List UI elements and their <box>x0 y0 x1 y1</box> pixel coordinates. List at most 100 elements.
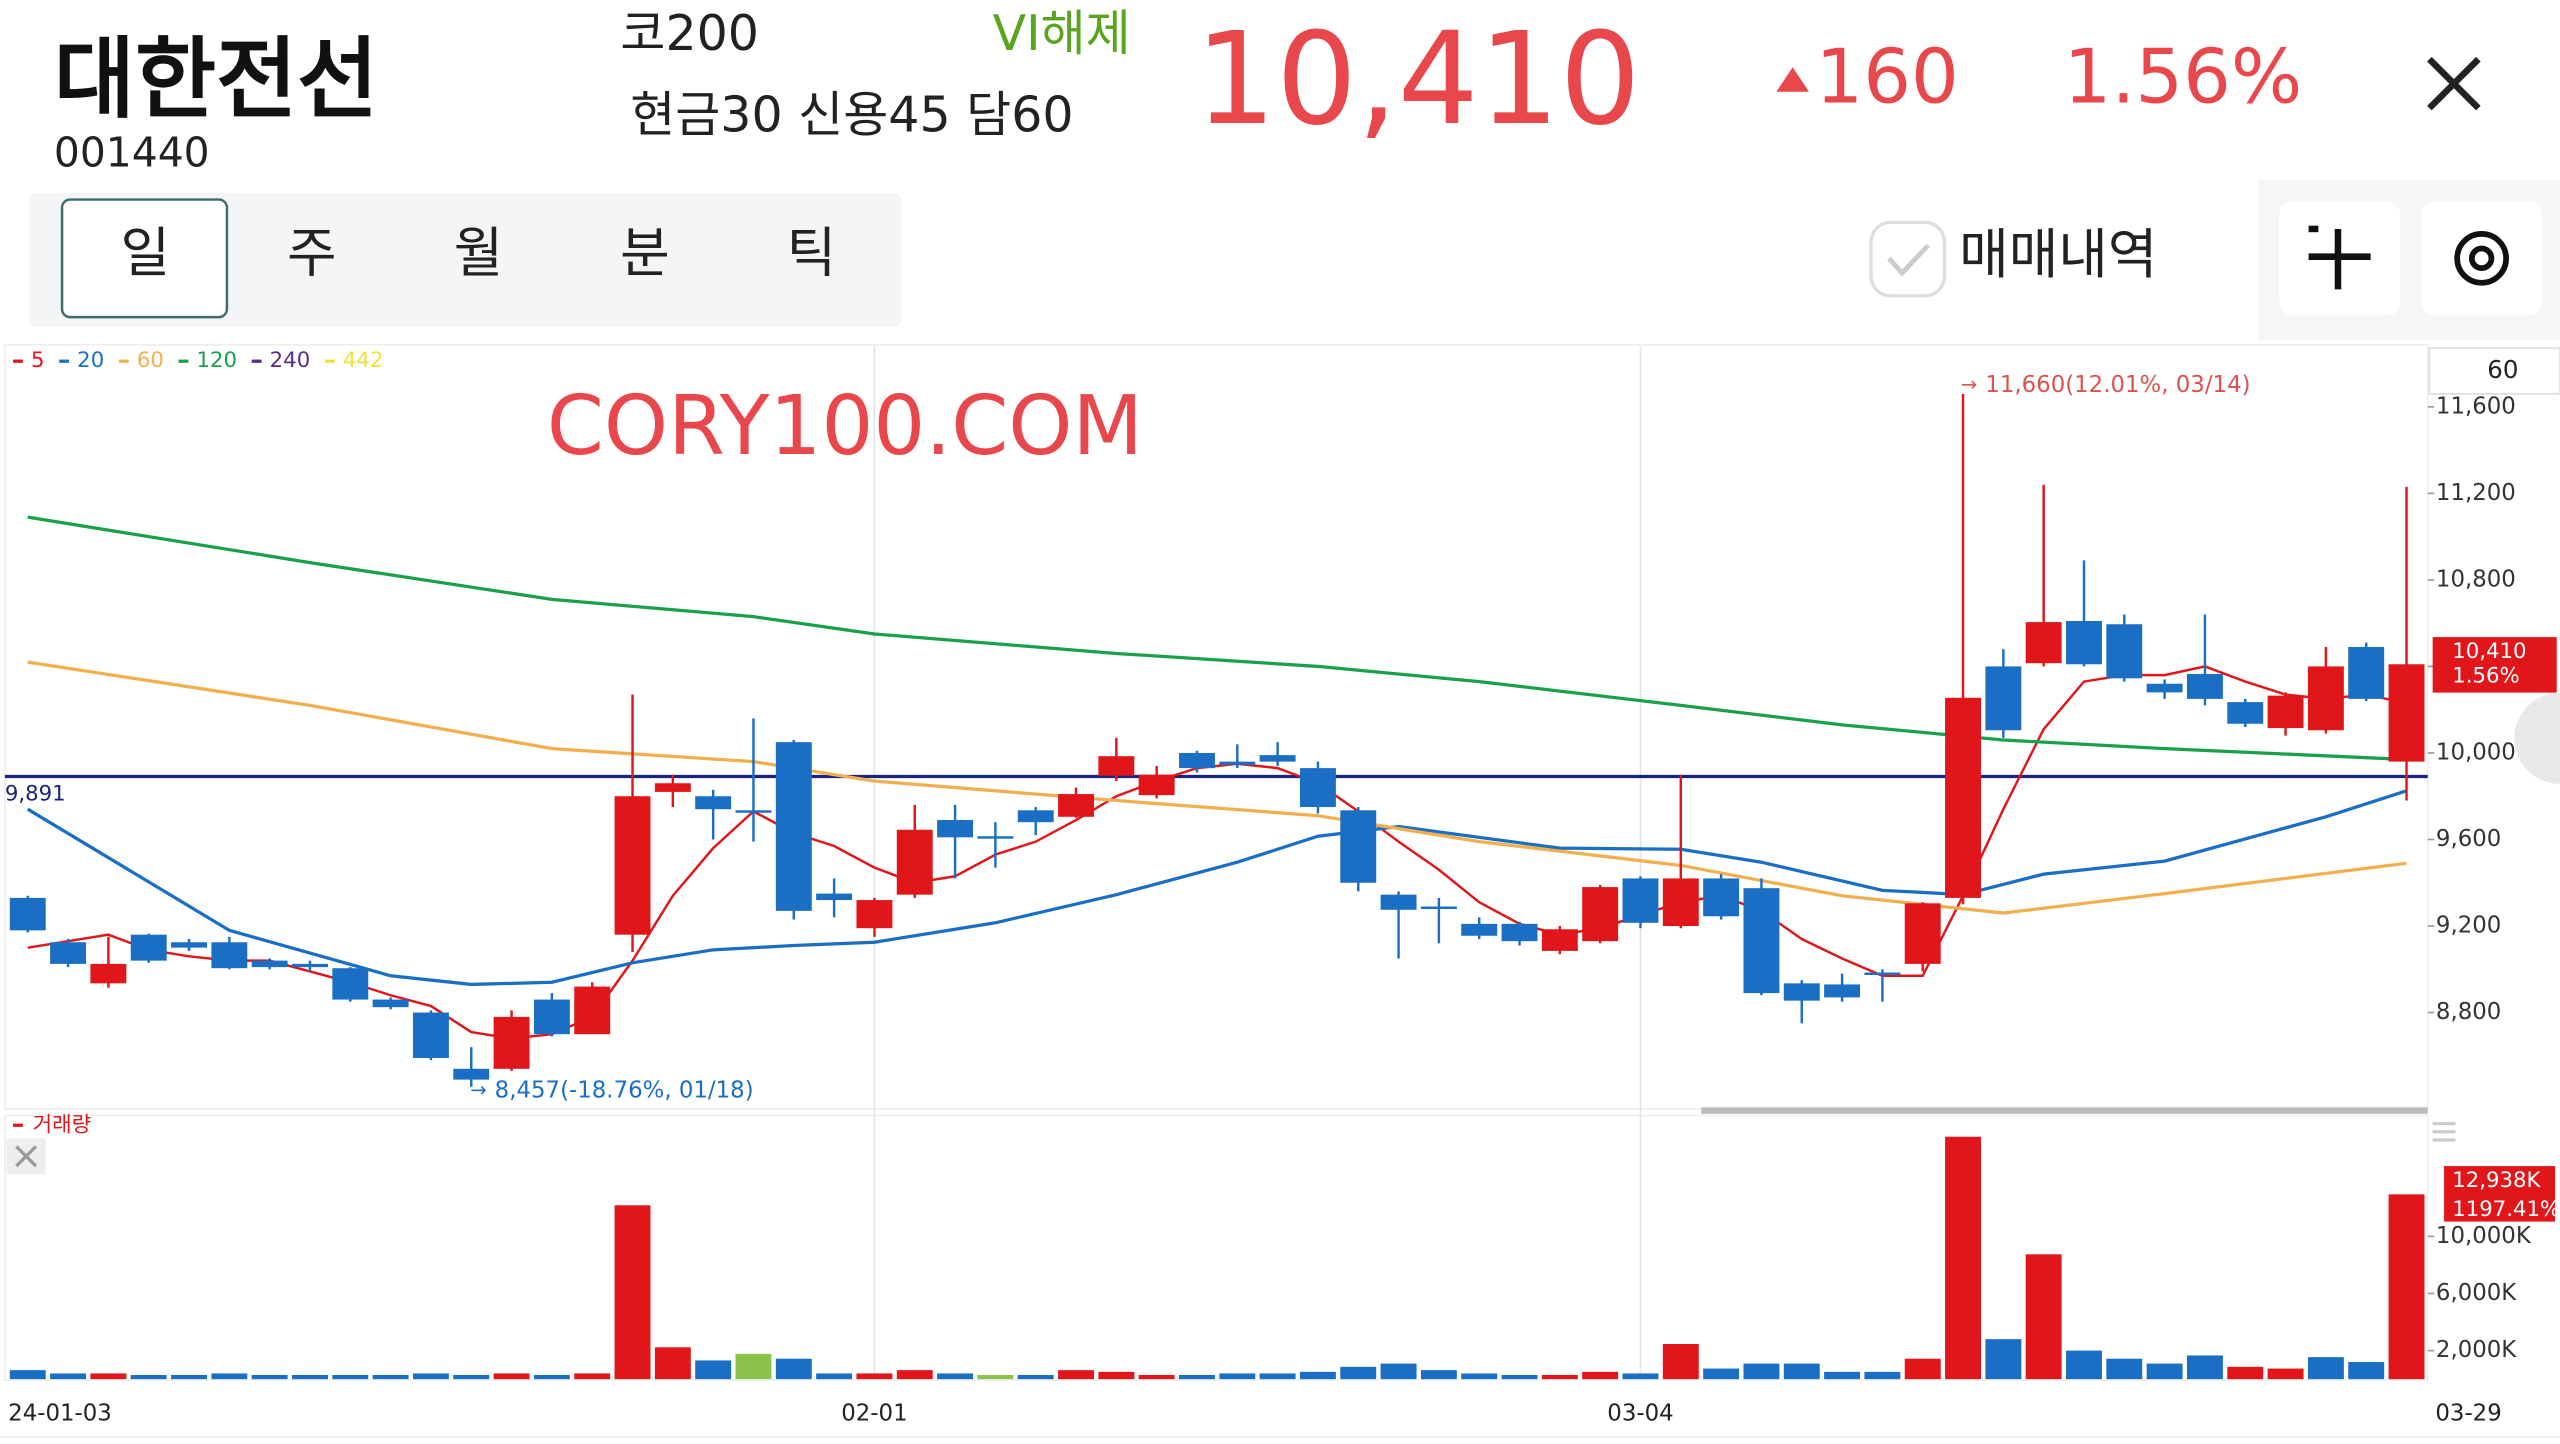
candle-body <box>372 999 409 1008</box>
volume-bar <box>977 1375 1014 1380</box>
stock-code: 001440 <box>54 128 210 176</box>
candle-body <box>251 960 288 968</box>
volume-bar <box>533 1375 570 1380</box>
volume-bar <box>1662 1344 1699 1380</box>
candle-body <box>2025 622 2062 664</box>
gear-icon <box>2454 230 2509 286</box>
volume-bar <box>130 1375 167 1380</box>
volume-bar <box>2146 1363 2183 1380</box>
side-handle[interactable] <box>2514 692 2560 785</box>
volume-tick-label: 6,000K <box>2436 1280 2517 1306</box>
volume-bar <box>372 1375 409 1380</box>
volume-bar <box>1743 1363 1780 1380</box>
price-box-value: 10,410 <box>2452 639 2526 664</box>
ma-line <box>27 515 2407 762</box>
volume-bar <box>856 1373 893 1380</box>
volume-bar <box>2307 1357 2344 1380</box>
candle-body <box>1179 752 1215 769</box>
tab[interactable]: 일 <box>121 221 171 284</box>
tab[interactable]: 분 <box>620 221 670 284</box>
candle-body <box>2388 664 2425 762</box>
candle-body <box>2146 683 2183 693</box>
volume-bar <box>1904 1358 1941 1380</box>
y-tick-label: 9,600 <box>2436 826 2501 852</box>
candle-body <box>1622 878 1659 923</box>
volume-bar <box>695 1360 732 1380</box>
candle-body <box>1138 774 1175 796</box>
close-button[interactable] <box>2427 56 2481 111</box>
candle-body <box>1420 906 1457 910</box>
volume-bar <box>1219 1373 1256 1380</box>
candle-body <box>2227 702 2264 724</box>
candle-body <box>1380 894 1417 910</box>
volume-box-pct: 1197.41% <box>2452 1197 2560 1222</box>
volume-tick-label: 2,000K <box>2436 1337 2517 1363</box>
ma-line <box>26 789 2408 987</box>
candle-body <box>1783 983 1820 1001</box>
volume-bar <box>292 1375 328 1380</box>
candle-body <box>2348 646 2385 699</box>
candle-body <box>1662 878 1699 927</box>
volume-bar <box>211 1373 248 1380</box>
checkbox-label: 매매내역 <box>1959 223 2157 286</box>
candle-body <box>2307 666 2344 731</box>
ma-line <box>27 660 2407 915</box>
candle-body <box>1864 972 1901 975</box>
candle-body <box>896 829 933 895</box>
candle-body <box>1299 768 1336 808</box>
legend-label: 120 <box>197 348 238 373</box>
price-box-pct: 1.56% <box>2452 663 2519 688</box>
volume-bar <box>574 1373 611 1380</box>
volume-bar <box>816 1373 853 1380</box>
volume-bar <box>2186 1355 2223 1380</box>
x-tick-label: 24-01-03 <box>8 1401 112 1427</box>
watermark: CORY100.COM <box>547 379 1143 474</box>
legend-label: 60 <box>137 348 164 373</box>
volume-bar <box>1259 1373 1296 1380</box>
stock-name: 대한전선 <box>54 28 378 131</box>
volume-bar <box>2267 1368 2304 1380</box>
candle-body <box>332 968 369 1000</box>
candle-body <box>614 796 651 935</box>
candle-body <box>1098 756 1135 776</box>
settings-button[interactable] <box>2421 201 2543 316</box>
candle-body <box>1703 878 1740 917</box>
volume-bar <box>1501 1375 1538 1380</box>
checkbox[interactable] <box>1869 220 1947 298</box>
volume-bar <box>2388 1194 2425 1380</box>
candle-body <box>574 986 611 1035</box>
volume-bar <box>1985 1339 2022 1380</box>
candle-body <box>412 1012 449 1058</box>
tab[interactable]: 월 <box>454 221 504 284</box>
tab[interactable]: 틱 <box>787 221 837 284</box>
candle-body <box>977 836 1014 839</box>
volume-bar <box>50 1373 87 1380</box>
volume-bar <box>1420 1370 1457 1380</box>
volume-bar <box>1945 1136 1981 1380</box>
candle-body <box>130 934 167 961</box>
volume-bar <box>1340 1366 1377 1380</box>
max-arrow: → <box>1961 373 1977 396</box>
candle-body <box>2186 674 2223 699</box>
vi-status: VI해제 <box>993 5 1131 62</box>
crosshair-icon <box>2308 225 2371 290</box>
volume-bar <box>171 1375 207 1380</box>
volume-bar <box>937 1373 974 1380</box>
change-percent: 1.56% <box>2064 32 2303 120</box>
tab[interactable]: 주 <box>287 221 337 284</box>
candle-body <box>816 893 853 901</box>
volume-bar <box>2025 1254 2062 1380</box>
volume-bar <box>654 1347 691 1380</box>
volume-menu[interactable] <box>2432 1122 2456 1142</box>
volume-box <box>2444 1166 2556 1222</box>
volume-bar <box>1058 1370 1094 1380</box>
tab-bar <box>29 193 902 327</box>
candle-body <box>2106 624 2143 679</box>
candle-body <box>2267 695 2304 729</box>
check-mark <box>1887 243 1930 277</box>
margin-info: 현금30 신용45 담60 <box>630 86 1073 143</box>
reference-label: 9,891 <box>5 782 66 807</box>
x-tick-label: 03-04 <box>1607 1401 1673 1427</box>
candle-body <box>292 963 328 968</box>
